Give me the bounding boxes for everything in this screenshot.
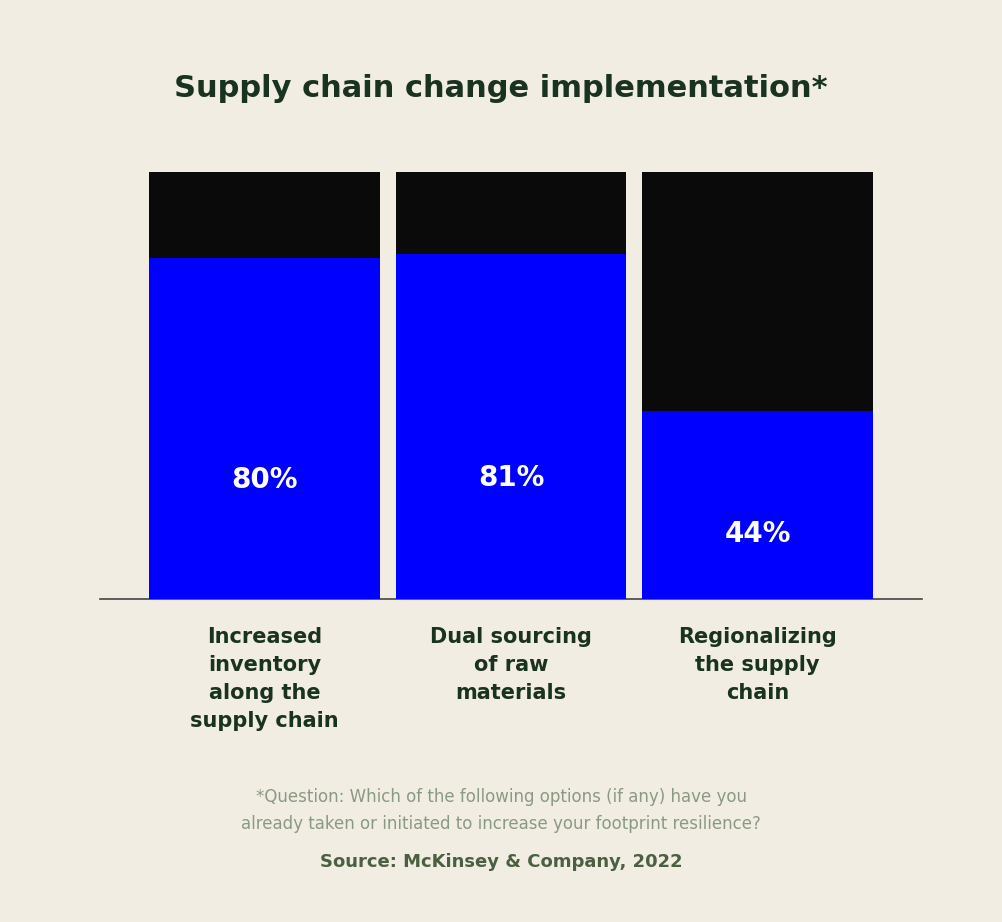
Bar bbox=[642, 411, 873, 599]
Bar bbox=[396, 172, 626, 254]
Bar bbox=[396, 254, 626, 599]
Text: Regionalizing
the supply
chain: Regionalizing the supply chain bbox=[678, 627, 837, 703]
Text: Source: McKinsey & Company, 2022: Source: McKinsey & Company, 2022 bbox=[320, 853, 682, 871]
Text: 80%: 80% bbox=[231, 466, 298, 494]
Text: *Question: Which of the following options (if any) have you
already taken or ini: *Question: Which of the following option… bbox=[241, 788, 761, 833]
Bar bbox=[642, 172, 873, 411]
Text: 44%: 44% bbox=[724, 520, 791, 548]
Text: Increased
inventory
along the
supply chain: Increased inventory along the supply cha… bbox=[190, 627, 339, 731]
Text: Dual sourcing
of raw
materials: Dual sourcing of raw materials bbox=[430, 627, 592, 703]
Bar bbox=[149, 258, 380, 599]
Bar bbox=[149, 172, 380, 258]
Text: Supply chain change implementation*: Supply chain change implementation* bbox=[174, 74, 828, 102]
Text: 81%: 81% bbox=[478, 465, 544, 492]
